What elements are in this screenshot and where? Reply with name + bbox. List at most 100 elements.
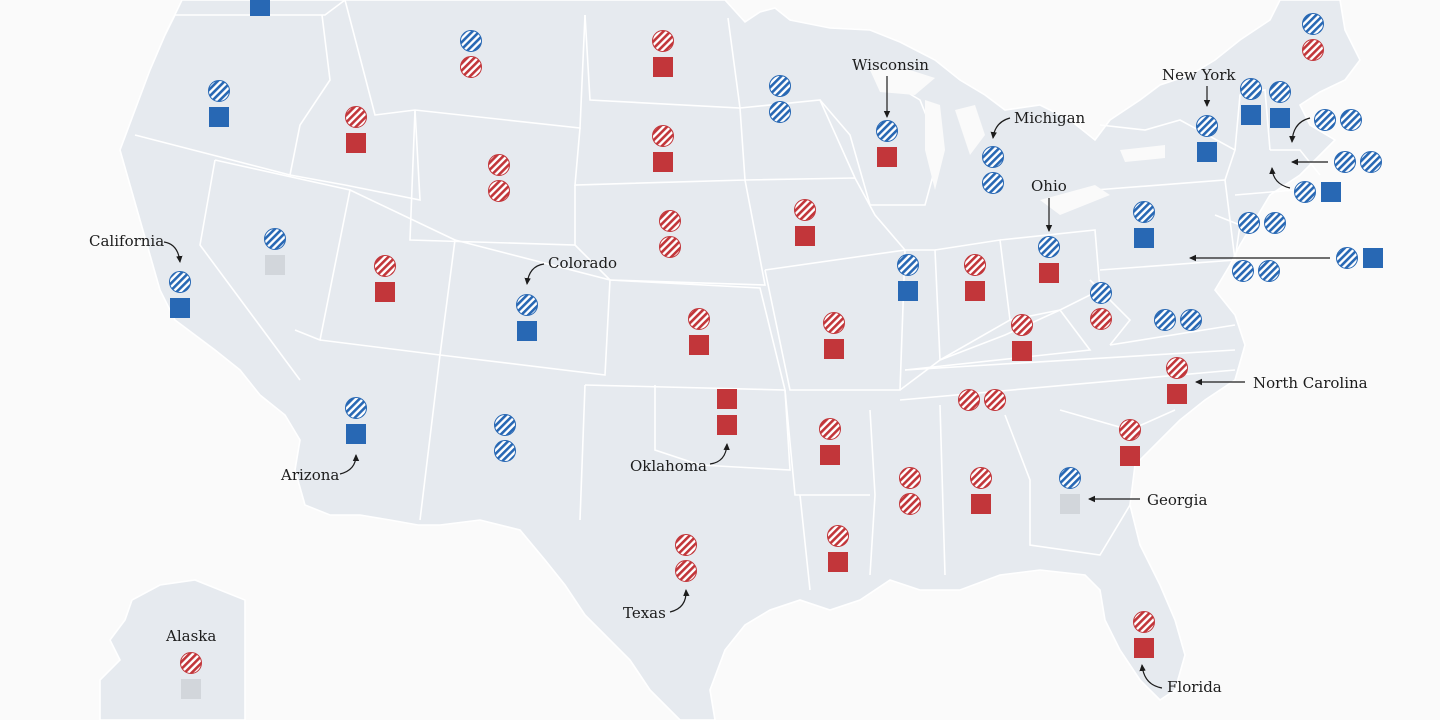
- state-washington-seats: [250, 0, 270, 16]
- state-maine-seats: [1302, 13, 1324, 61]
- label-texas: Texas: [623, 604, 666, 622]
- state-georgia-seats: [1059, 467, 1081, 514]
- state-iowa-seats: [794, 199, 816, 246]
- michigan-circle-dem-marker: [982, 172, 1004, 194]
- state-south-dakota-seats: [652, 125, 674, 172]
- north-dakota-circle-rep-marker: [652, 30, 674, 52]
- new-jersey-circle-dem-marker: [1264, 212, 1286, 234]
- new-mexico-circle-dem-marker: [494, 440, 516, 462]
- state-rhode-island-seats: [1334, 151, 1382, 173]
- state-michigan-seats: [982, 146, 1004, 194]
- north-dakota-square-rep-marker: [653, 57, 673, 77]
- massachusetts-circle-dem-marker: [1314, 109, 1336, 131]
- label-ohio: Ohio: [1031, 177, 1067, 195]
- kentucky-circle-rep-marker: [1011, 314, 1033, 336]
- mississippi-circle-rep-marker: [899, 467, 921, 489]
- landmass: [99, 0, 1361, 720]
- new-york-square-dem-marker: [1197, 142, 1217, 162]
- north-carolina-square-rep-marker: [1167, 384, 1187, 404]
- nebraska-circle-rep-marker: [659, 236, 681, 258]
- maryland-circle-dem-marker: [1258, 260, 1280, 282]
- state-connecticut-seats: [1294, 181, 1341, 203]
- great-lakes: [870, 70, 1165, 215]
- wyoming-circle-rep-marker: [488, 180, 510, 202]
- label-arizona: Arizona: [280, 466, 339, 484]
- new-hampshire-circle-dem-marker: [1269, 81, 1291, 103]
- new-mexico-circle-dem-marker: [494, 414, 516, 436]
- tennessee-circle-rep-marker: [958, 389, 980, 411]
- state-idaho-seats: [345, 106, 367, 153]
- label-colorado: Colorado: [548, 254, 617, 272]
- vermont-circle-dem-marker: [1240, 78, 1262, 100]
- nevada-circle-dem-marker: [264, 228, 286, 250]
- idaho-circle-rep-marker: [345, 106, 367, 128]
- arizona-arrow: [339, 454, 360, 475]
- alaska-circle-rep-marker: [180, 652, 202, 674]
- indiana-square-rep-marker: [965, 281, 985, 301]
- state-arkansas-seats: [819, 418, 841, 465]
- minnesota-circle-dem-marker: [769, 75, 791, 97]
- texas-arrow: [669, 589, 690, 613]
- state-utah-seats: [374, 255, 396, 302]
- maine-circle-rep-marker: [1302, 39, 1324, 61]
- state-west-virginia-seats: [1090, 282, 1112, 330]
- state-nevada-seats: [264, 228, 286, 275]
- nebraska-circle-rep-marker: [659, 210, 681, 232]
- south-carolina-circle-rep-marker: [1119, 419, 1141, 441]
- florida-arrow: [1139, 664, 1163, 689]
- alaska-square-vacant-marker: [181, 679, 201, 699]
- label-wisconsin: Wisconsin: [852, 56, 929, 74]
- label-michigan: Michigan: [1014, 109, 1086, 127]
- arkansas-circle-rep-marker: [819, 418, 841, 440]
- state-delaware-seats: [1336, 247, 1383, 269]
- georgia-square-vacant-marker: [1060, 494, 1080, 514]
- state-wyoming-seats: [488, 154, 510, 202]
- state-oklahoma-seats: [717, 389, 737, 435]
- state-kansas-seats: [688, 308, 710, 355]
- north-carolina-circle-rep-marker: [1166, 357, 1188, 379]
- virginia-circle-dem-marker: [1180, 309, 1202, 331]
- arkansas-square-rep-marker: [820, 445, 840, 465]
- state-indiana-seats: [964, 254, 986, 301]
- label-new-york: New York: [1162, 66, 1236, 84]
- louisiana-square-rep-marker: [828, 552, 848, 572]
- missouri-circle-rep-marker: [823, 312, 845, 334]
- annotation-arrows: [163, 76, 1330, 689]
- indiana-circle-rep-marker: [964, 254, 986, 276]
- state-north-carolina-seats: [1166, 357, 1188, 404]
- iowa-square-rep-marker: [795, 226, 815, 246]
- utah-circle-rep-marker: [374, 255, 396, 277]
- idaho-square-rep-marker: [346, 133, 366, 153]
- massachusetts-circle-dem-marker: [1340, 109, 1362, 131]
- ohio-square-rep-marker: [1039, 263, 1059, 283]
- label-california: California: [89, 232, 164, 250]
- state-texas-seats: [675, 534, 697, 582]
- new-york-circle-dem-marker: [1196, 115, 1218, 137]
- colorado-arrow: [524, 263, 545, 285]
- state-kentucky-seats: [1011, 314, 1033, 361]
- south-dakota-square-rep-marker: [653, 152, 673, 172]
- west-virginia-circle-dem-marker: [1090, 282, 1112, 304]
- state-pennsylvania-seats: [1133, 201, 1155, 248]
- montana-circle-dem-marker: [460, 30, 482, 52]
- state-wisconsin-seats: [876, 120, 898, 167]
- ohio-circle-dem-marker: [1038, 236, 1060, 258]
- alabama-square-rep-marker: [971, 494, 991, 514]
- colorado-square-dem-marker: [517, 321, 537, 341]
- arizona-circle-dem-marker: [345, 397, 367, 419]
- virginia-circle-dem-marker: [1154, 309, 1176, 331]
- state-massachusetts-seats: [1314, 109, 1362, 131]
- oklahoma-square-rep-marker: [717, 415, 737, 435]
- label-north-carolina: North Carolina: [1253, 374, 1368, 392]
- kentucky-square-rep-marker: [1012, 341, 1032, 361]
- kansas-square-rep-marker: [689, 335, 709, 355]
- oklahoma-square-rep-marker: [717, 389, 737, 409]
- texas-circle-rep-marker: [675, 560, 697, 582]
- connecticut-circle-dem-marker: [1294, 181, 1316, 203]
- illinois-square-dem-marker: [898, 281, 918, 301]
- new-hampshire-square-dem-marker: [1270, 108, 1290, 128]
- mississippi-circle-rep-marker: [899, 493, 921, 515]
- pennsylvania-square-dem-marker: [1134, 228, 1154, 248]
- state-florida-seats: [1133, 611, 1155, 658]
- state-california-seats: [169, 271, 191, 318]
